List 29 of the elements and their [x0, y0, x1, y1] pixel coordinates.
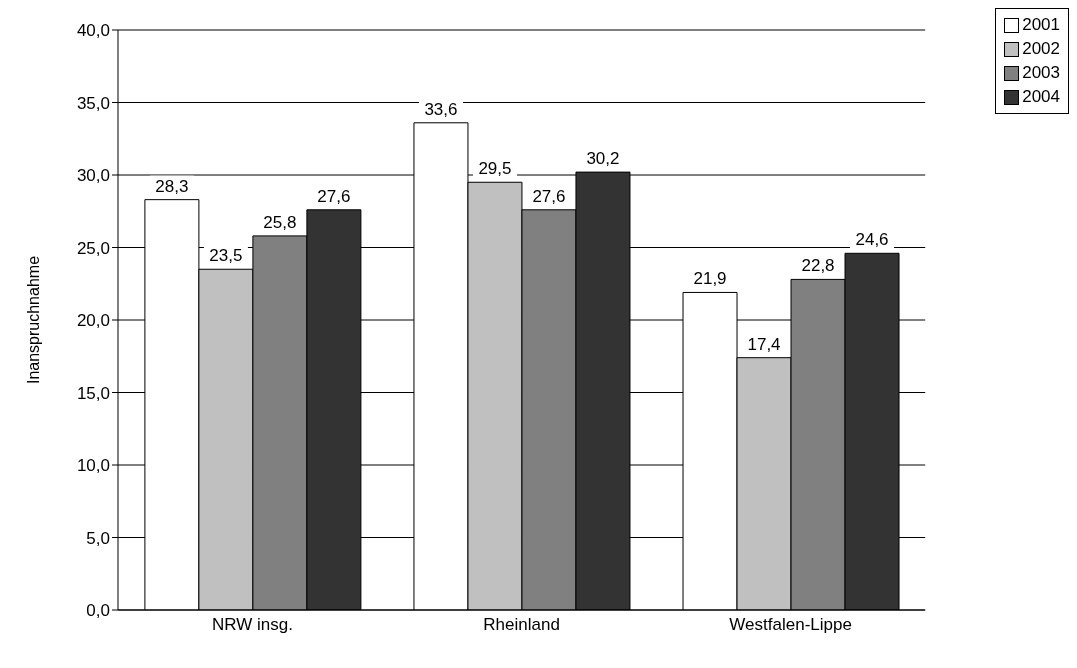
- y-tick-label: 20,0: [76, 311, 110, 331]
- legend-label: 2001: [1022, 15, 1060, 35]
- data-label: 29,5: [478, 159, 512, 179]
- y-tick-label: 35,0: [76, 93, 110, 113]
- x-tick-label: NRW insg.: [212, 615, 293, 635]
- y-tick-label: 25,0: [76, 238, 110, 258]
- x-tick-label: Westfalen-Lippe: [729, 615, 852, 635]
- data-label: 27,6: [317, 186, 351, 206]
- legend-label: 2002: [1022, 39, 1060, 59]
- y-tick-label: 10,0: [76, 456, 110, 476]
- y-tick-label: 30,0: [76, 166, 110, 186]
- data-label: 17,4: [747, 334, 781, 354]
- y-tick-label: 40,0: [76, 21, 110, 41]
- data-label: 22,8: [801, 256, 835, 276]
- data-label: 27,6: [532, 186, 566, 206]
- y-tick-label: 0,0: [86, 601, 110, 621]
- y-tick-label: 15,0: [76, 383, 110, 403]
- data-label: 25,8: [263, 212, 297, 232]
- data-label: 24,6: [855, 230, 889, 250]
- data-label: 33,6: [424, 99, 458, 119]
- data-label: 21,9: [693, 269, 727, 289]
- data-label: 28,3: [155, 176, 189, 196]
- legend-label: 2004: [1022, 87, 1060, 107]
- x-tick-label: Rheinland: [483, 615, 560, 635]
- y-tick-label: 5,0: [86, 528, 110, 548]
- data-label: 23,5: [209, 246, 243, 266]
- data-label: 30,2: [586, 149, 620, 169]
- legend-label: 2003: [1022, 63, 1060, 83]
- y-axis-title: Inanspruchnahme: [24, 255, 42, 385]
